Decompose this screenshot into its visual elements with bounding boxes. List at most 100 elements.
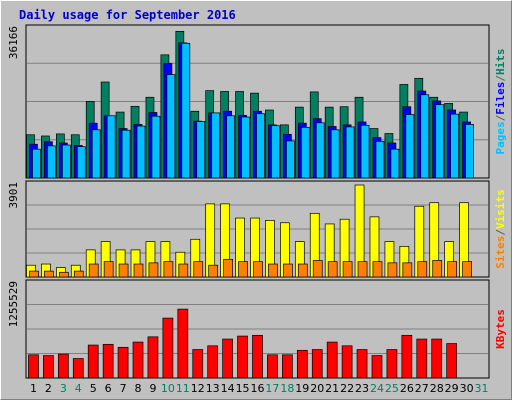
chart-title: Daily usage for September 2016 (19, 8, 236, 22)
bar-kbytes (371, 355, 383, 379)
bar-pages (360, 124, 370, 179)
bar-pages (32, 148, 41, 179)
legend-entry: Hits (494, 49, 507, 76)
bar-kbytes (117, 346, 129, 379)
x-tick-label: 19 (295, 382, 309, 395)
bar-pages (300, 126, 310, 179)
bar-sites (178, 263, 189, 278)
bar-kbytes (311, 349, 323, 379)
legend-entry: KBytes (494, 309, 507, 349)
bar-sites (357, 261, 368, 278)
bar-kbytes (28, 354, 39, 379)
bar-sites (208, 264, 219, 278)
bar-pages (450, 113, 460, 179)
bar-pages (420, 94, 430, 179)
bar-kbytes (132, 341, 144, 379)
bar-kbytes (147, 336, 159, 379)
bar-pages (166, 74, 176, 179)
x-tick-label: 31 (475, 382, 489, 395)
bar-sites (297, 263, 308, 278)
bar-sites (88, 263, 99, 278)
bar-sites (432, 260, 443, 278)
bar-kbytes (267, 354, 278, 379)
bar-kbytes (177, 308, 189, 379)
bar-kbytes (252, 334, 263, 379)
bar-pages (211, 112, 221, 179)
bar-kbytes (356, 349, 368, 379)
bar-sites (327, 261, 338, 278)
bar-sites (342, 261, 353, 278)
legend-entry: / (494, 229, 507, 236)
bar-pages (286, 140, 295, 179)
panel-top-ymax-label: 36166 (7, 26, 20, 59)
x-tick-label: 7 (120, 382, 127, 395)
bar-pages (91, 129, 101, 179)
legend-entry: Files (494, 82, 507, 115)
panel-bottom-ymax-label: 1255529 (7, 281, 20, 327)
bar-sites (133, 263, 144, 278)
x-tick-label: 5 (90, 382, 97, 395)
bar-sites (283, 263, 293, 278)
bar-pages (330, 129, 340, 179)
bar-pages (465, 124, 474, 179)
legend-entry: / (494, 75, 507, 82)
legend-entry: / (494, 114, 507, 121)
bar-sites (44, 270, 54, 278)
bar-sites (193, 261, 204, 278)
legend-entry: Pages (494, 121, 507, 154)
bar-pages (256, 113, 265, 179)
x-tick-label: 17 (265, 382, 279, 395)
bar-sites (253, 261, 263, 278)
bar-kbytes (102, 343, 114, 379)
bar-kbytes (296, 349, 308, 379)
bar-kbytes (431, 338, 443, 379)
bar-kbytes (222, 338, 233, 379)
bar-pages (76, 146, 86, 179)
bar-sites (238, 261, 248, 278)
x-tick-label: 25 (385, 382, 399, 395)
x-tick-label: 4 (75, 382, 82, 395)
x-tick-label: 28 (430, 382, 444, 395)
bar-kbytes (192, 349, 204, 379)
bar-kbytes (43, 355, 54, 379)
bar-pages (61, 144, 71, 179)
x-tick-label: 29 (445, 382, 459, 395)
x-tick-label: 27 (415, 382, 429, 395)
x-tick-label: 26 (400, 382, 414, 395)
x-tick-label: 23 (355, 382, 369, 395)
bar-sites (312, 260, 323, 278)
bar-sites (223, 258, 233, 278)
bar-pages (47, 145, 56, 179)
bar-sites (29, 270, 39, 278)
bar-kbytes (416, 338, 428, 379)
bar-sites (447, 261, 458, 278)
bar-pages (315, 122, 325, 179)
x-tick-label: 15 (236, 382, 250, 395)
x-tick-label: 3 (60, 382, 67, 395)
bar-pages (241, 116, 250, 179)
x-tick-label: 24 (370, 382, 384, 395)
bar-kbytes (282, 354, 293, 379)
panel-middle-legend: Sites/Visits (494, 189, 507, 269)
bar-sites (387, 262, 398, 278)
bar-kbytes (87, 344, 99, 379)
x-tick-label: 16 (251, 382, 265, 395)
bar-kbytes (207, 345, 219, 379)
bar-kbytes (237, 335, 248, 379)
x-tick-label: 1 (30, 382, 37, 395)
bar-pages (435, 104, 445, 179)
legend-entry: Sites (494, 236, 507, 269)
bar-kbytes (326, 341, 338, 379)
panel-top-legend: Pages/Files/Hits (494, 49, 507, 155)
x-tick-label: 14 (221, 382, 235, 395)
bar-kbytes (446, 343, 458, 379)
bar-pages (181, 42, 191, 179)
bar-kbytes (57, 353, 69, 379)
bar-sites (417, 261, 428, 278)
x-tick-label: 10 (161, 382, 175, 395)
bar-pages (390, 148, 400, 179)
bar-kbytes (401, 334, 413, 379)
bar-sites (148, 262, 159, 278)
x-tick-label: 2 (45, 382, 52, 395)
